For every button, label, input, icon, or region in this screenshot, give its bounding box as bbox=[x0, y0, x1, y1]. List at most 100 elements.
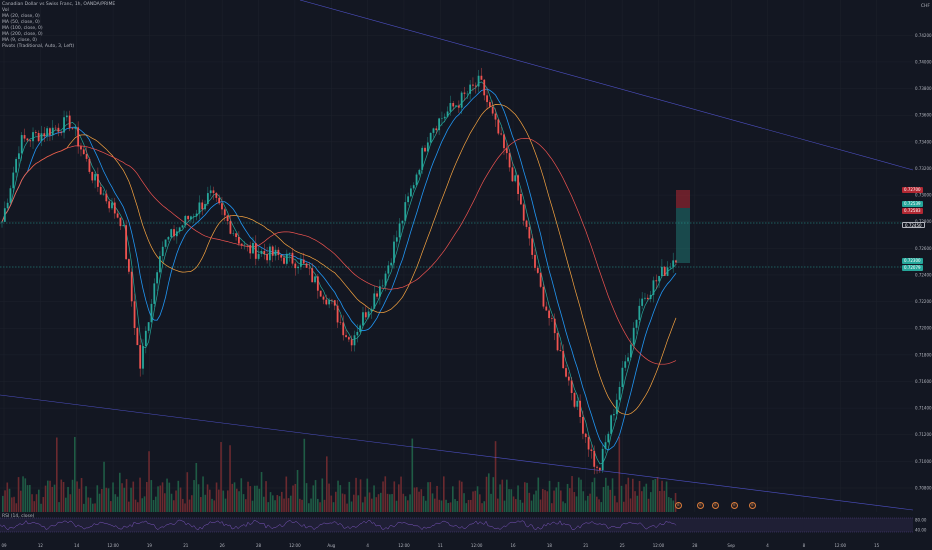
candle-body bbox=[37, 132, 40, 142]
event-marker-4[interactable]: E bbox=[731, 502, 738, 509]
price-badge-low: 0.72079 bbox=[902, 265, 923, 271]
volume-bar bbox=[445, 499, 447, 512]
candle-body bbox=[452, 103, 455, 107]
rsi-band bbox=[0, 518, 913, 532]
candle-body bbox=[232, 233, 235, 234]
event-marker-1[interactable]: E bbox=[675, 502, 682, 509]
volume-bar bbox=[375, 497, 378, 512]
candle-body bbox=[573, 392, 576, 407]
time-tick-label: 12:00 bbox=[398, 543, 410, 548]
volume-bar bbox=[519, 499, 522, 512]
volume-bar bbox=[335, 491, 337, 512]
volume-bar bbox=[582, 491, 585, 512]
event-marker-3[interactable]: E bbox=[712, 502, 719, 509]
candle-body bbox=[99, 186, 102, 195]
volume-bar bbox=[643, 486, 645, 512]
volume-bar bbox=[339, 485, 342, 512]
candle-body bbox=[525, 220, 528, 227]
volume-bar bbox=[623, 501, 625, 512]
candle-body bbox=[221, 203, 223, 210]
candle-body bbox=[108, 201, 111, 209]
volume-bar bbox=[132, 481, 135, 512]
indicator-ma20[interactable]: MA (20, close, 0) bbox=[2, 14, 40, 19]
candle-body bbox=[257, 253, 260, 259]
volume-bar bbox=[371, 498, 373, 512]
indicator-ma9[interactable]: MA (9, close, 0) bbox=[2, 38, 37, 43]
candle-body bbox=[449, 103, 452, 112]
volume-bar bbox=[281, 491, 283, 512]
volume-bar bbox=[78, 488, 81, 512]
candle-body bbox=[613, 414, 615, 416]
candle-body bbox=[339, 322, 342, 323]
volume-bar bbox=[101, 488, 103, 512]
volume-bar bbox=[123, 487, 126, 512]
volume-bar bbox=[391, 494, 393, 512]
candle-body bbox=[663, 266, 666, 276]
volume-bar bbox=[6, 482, 9, 512]
volume-bar bbox=[517, 485, 519, 512]
volume-bar bbox=[179, 487, 182, 512]
candle-body bbox=[404, 202, 407, 221]
candle-body bbox=[443, 116, 446, 119]
time-tick-label: 28 bbox=[692, 543, 698, 548]
indicator-pivots[interactable]: Pivots (Traditional, Auto, 3, Left) bbox=[2, 44, 75, 49]
candle-body bbox=[125, 225, 127, 260]
volume-bar bbox=[537, 477, 540, 512]
candle-body bbox=[378, 286, 381, 297]
event-marker-2[interactable]: E bbox=[697, 502, 704, 509]
candle-body bbox=[553, 318, 556, 334]
volume-bar bbox=[197, 484, 200, 512]
candle-body bbox=[68, 115, 71, 129]
candle-body bbox=[263, 250, 266, 254]
symbol-title[interactable]: Canadian Dollar vs Swiss Franc, 1h, OAND… bbox=[2, 2, 116, 7]
volume-bar bbox=[58, 502, 60, 512]
candles bbox=[1, 67, 677, 475]
volume-bar bbox=[634, 491, 636, 512]
candle-body bbox=[477, 75, 480, 87]
volume-bar bbox=[382, 481, 384, 512]
volume-bar bbox=[29, 484, 31, 512]
candle-body bbox=[243, 244, 246, 246]
candle-body bbox=[500, 133, 503, 135]
indicator-ma200[interactable]: MA (200, close, 0) bbox=[2, 32, 43, 37]
volume-bar bbox=[668, 497, 670, 512]
volume-bar bbox=[526, 482, 528, 512]
candle-body bbox=[432, 128, 435, 133]
event-marker-5[interactable]: E bbox=[749, 502, 756, 509]
volume-bar bbox=[11, 497, 13, 512]
candle-body bbox=[136, 327, 139, 346]
take-profit-zone bbox=[676, 208, 690, 263]
price-axis[interactable]: 0.74200 0.74000 0.73800 0.73600 0.73400 0.732… bbox=[913, 0, 932, 550]
candle-body bbox=[350, 339, 353, 346]
candle-body bbox=[167, 237, 170, 240]
volume-bar bbox=[265, 481, 267, 512]
volume-bar bbox=[94, 503, 96, 512]
volume-bar bbox=[503, 500, 506, 512]
volume-bar bbox=[175, 490, 177, 512]
indicator-ma100[interactable]: MA (100, close, 0) bbox=[2, 26, 43, 31]
time-axis[interactable]: 09 12 14 12:00 19 21 26 28 12:00 Aug 4 12:00 11 12:00… bbox=[0, 540, 932, 550]
indicator-vol[interactable]: Vol bbox=[2, 8, 9, 13]
time-tick-label: 18 bbox=[547, 543, 553, 548]
volume-bar bbox=[74, 436, 76, 512]
candle-body bbox=[18, 153, 20, 160]
volume-bar bbox=[35, 494, 38, 512]
candle-body bbox=[333, 300, 336, 306]
volume-bar bbox=[620, 485, 623, 512]
indicator-ma50[interactable]: MA (50, close, 0) bbox=[2, 20, 40, 25]
time-tick-label: 09 bbox=[1, 543, 7, 548]
rsi-title[interactable]: RSI (14, close) bbox=[2, 514, 35, 519]
ma100-line bbox=[1, 137, 677, 365]
time-tick-label: 12:00 bbox=[835, 543, 847, 548]
indicator-legend: Canadian Dollar vs Swiss Franc, 1h, OAND… bbox=[2, 2, 115, 50]
price-tick-label: 0.70800 bbox=[915, 486, 932, 491]
volume-bar bbox=[305, 483, 308, 512]
volume-bar bbox=[200, 497, 202, 512]
time-tick-label: 12 bbox=[38, 543, 44, 548]
position-tool[interactable] bbox=[676, 190, 690, 263]
candle-body bbox=[466, 93, 469, 95]
volume-bar bbox=[409, 494, 411, 512]
volume-bar bbox=[96, 485, 99, 512]
